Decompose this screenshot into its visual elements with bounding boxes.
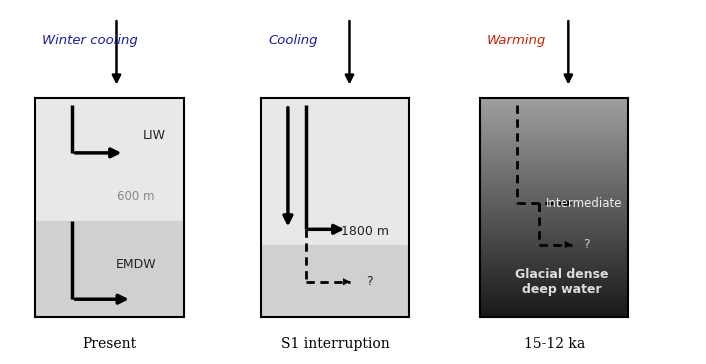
- Text: Cooling: Cooling: [268, 34, 318, 47]
- Text: 15-12 ka: 15-12 ka: [524, 337, 585, 351]
- Text: ?: ?: [584, 238, 590, 251]
- Bar: [261, 98, 409, 245]
- Bar: [35, 98, 184, 221]
- Text: Warming: Warming: [487, 34, 546, 47]
- Text: EMDW: EMDW: [116, 258, 157, 271]
- Text: 600 m: 600 m: [117, 190, 155, 203]
- Bar: [35, 221, 184, 317]
- Text: ?: ?: [366, 275, 373, 288]
- Text: 1800 m: 1800 m: [341, 225, 389, 238]
- Text: Glacial dense
deep water: Glacial dense deep water: [515, 268, 609, 296]
- Text: LIW: LIW: [143, 129, 165, 142]
- Text: Intermediate: Intermediate: [546, 197, 622, 210]
- Text: Present: Present: [83, 337, 136, 351]
- Text: S1 interruption: S1 interruption: [281, 337, 390, 351]
- Text: Winter cooling: Winter cooling: [42, 34, 138, 47]
- Bar: [261, 245, 409, 317]
